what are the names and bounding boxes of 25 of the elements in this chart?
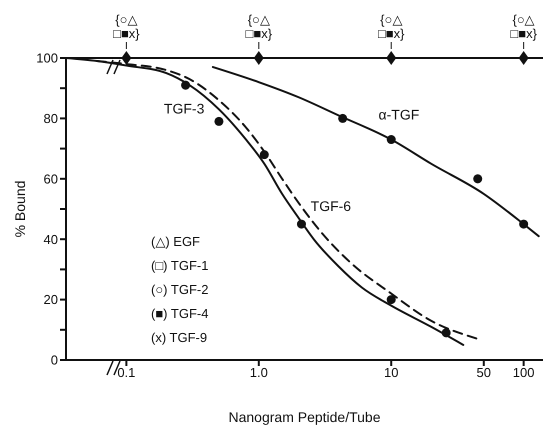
y-axis-title: % Bound xyxy=(12,180,28,238)
annotation: {○△ □■x} xyxy=(510,12,538,41)
y-tick-label: 0 xyxy=(50,352,58,368)
annotation: {○△ □■x} xyxy=(246,12,273,41)
annotation: (■) TGF-4 xyxy=(151,305,208,323)
x-tick-label: 50 xyxy=(476,365,492,380)
y-tick-label: 20 xyxy=(44,292,58,308)
annotation: {○△ □■x} xyxy=(378,12,406,41)
x-tick-label: 0.1 xyxy=(117,365,136,380)
annotation: {○△ □■x} xyxy=(113,12,140,41)
y-tick-label: 100 xyxy=(36,50,58,66)
series-label: α-TGF xyxy=(378,106,420,122)
annotation: (□) TGF-1 xyxy=(151,257,208,275)
x-axis-title: Nanogram Peptide/Tube xyxy=(228,409,381,425)
x-tick-label: 1.0 xyxy=(250,365,268,380)
series-label: TGF-6 xyxy=(310,198,352,214)
series-label: TGF-3 xyxy=(164,100,205,116)
x-tick-label: 100 xyxy=(512,365,534,380)
annotation: (△) EGF xyxy=(151,233,201,251)
x-tick-label: 10 xyxy=(384,365,398,380)
annotation: (x) TGF-9 xyxy=(151,329,208,347)
y-tick-label: 80 xyxy=(44,111,58,126)
annotation: (○) TGF-2 xyxy=(151,281,208,299)
y-tick-label: 40 xyxy=(44,232,58,247)
y-tick-label: 60 xyxy=(44,171,58,186)
